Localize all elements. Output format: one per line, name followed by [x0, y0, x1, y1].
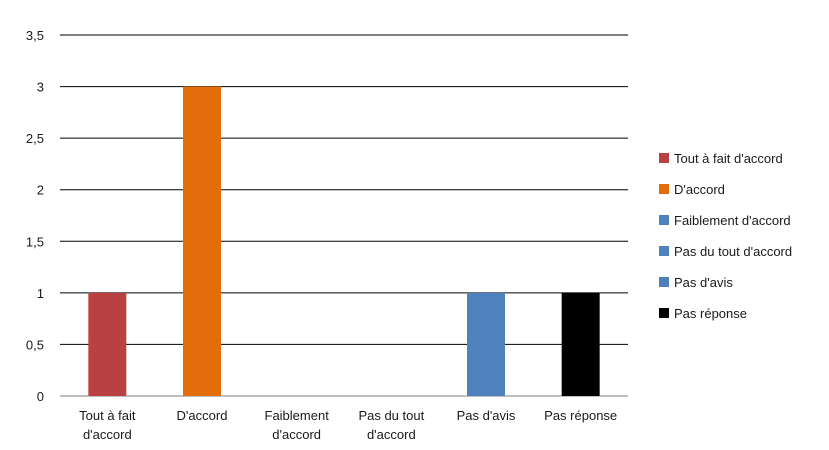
legend: Tout à fait d'accord D'accord Faiblement d… [659, 151, 792, 321]
y-tick-label: 2 [37, 183, 44, 198]
legend-swatch [659, 246, 669, 256]
legend-item: Tout à fait d'accord [659, 151, 783, 166]
legend-swatch [659, 184, 669, 194]
bar [467, 292, 505, 396]
x-category-label: Pas d'avis [457, 408, 516, 423]
legend-label: Tout à fait d'accord [674, 151, 783, 166]
legend-label: Pas du tout d'accord [674, 244, 792, 259]
x-category-label: Pas du tout d'accord [358, 408, 424, 442]
y-tick-label: 1 [37, 286, 44, 301]
x-category-label: Tout à fait d'accord [79, 408, 136, 442]
gridlines [60, 34, 628, 397]
bar [183, 86, 221, 397]
legend-label: Pas d'avis [674, 275, 733, 290]
x-category-label: D'accord [177, 408, 228, 423]
x-category-label: Pas réponse [544, 408, 617, 423]
x-axis-categories: Tout à fait d'accord D'accord Faiblement d'a… [79, 408, 617, 442]
y-tick-label: 1,5 [26, 234, 44, 249]
legend-label: D'accord [674, 182, 725, 197]
legend-item: D'accord [659, 182, 725, 197]
legend-swatch [659, 215, 669, 225]
y-axis-ticks: 0 0,5 1 1,5 2 2,5 3 3,5 [26, 28, 44, 404]
legend-label: Pas réponse [674, 306, 747, 321]
legend-item: Pas réponse [659, 306, 747, 321]
bar [88, 292, 127, 396]
y-tick-label: 3,5 [26, 28, 44, 43]
y-tick-label: 0,5 [26, 337, 44, 352]
y-tick-label: 0 [37, 389, 44, 404]
bars [88, 86, 600, 397]
legend-swatch [659, 308, 669, 318]
legend-item: Faiblement d'accord [659, 213, 791, 228]
y-tick-label: 2,5 [26, 131, 44, 146]
legend-swatch [659, 277, 669, 287]
x-category-label: Faiblement d'accord [265, 408, 330, 442]
legend-item: Pas du tout d'accord [659, 244, 792, 259]
bar [561, 292, 600, 396]
legend-item: Pas d'avis [659, 275, 733, 290]
legend-label: Faiblement d'accord [674, 213, 791, 228]
y-tick-label: 3 [37, 80, 44, 95]
legend-swatch [659, 153, 669, 163]
